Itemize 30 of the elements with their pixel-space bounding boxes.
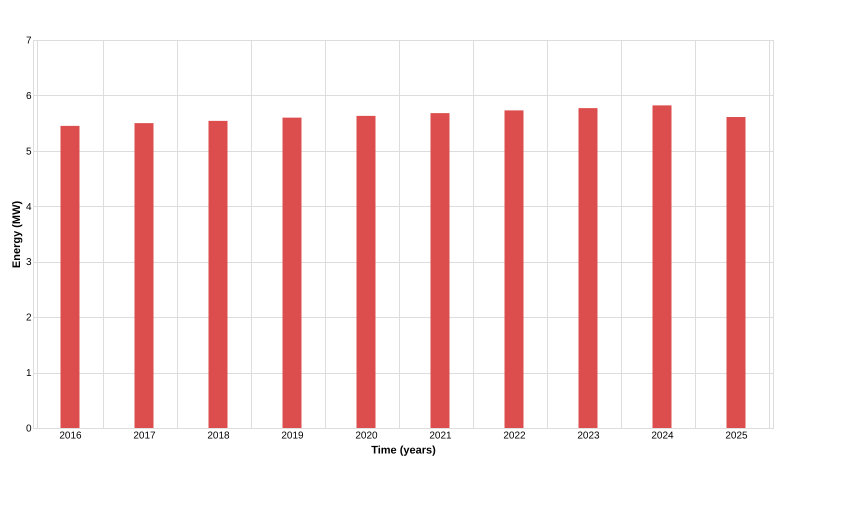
x-tick-label: 2019 xyxy=(281,430,304,442)
x-tick-label: 2017 xyxy=(133,430,156,442)
x-tick-label: 2021 xyxy=(429,430,452,442)
y-tick-label: 6 xyxy=(26,90,32,102)
x-tick-label: 2025 xyxy=(725,430,748,442)
bar xyxy=(60,126,80,428)
x-tick-label: 2023 xyxy=(577,430,600,442)
x-tick-label: 2016 xyxy=(59,430,82,442)
y-tick-label: 2 xyxy=(26,312,32,324)
bar xyxy=(726,117,746,428)
y-axis-title: Energy (MW) xyxy=(10,200,23,268)
x-tick-label: 2020 xyxy=(355,430,378,442)
x-tick-label: 2024 xyxy=(651,430,674,442)
x-tick-label: 2018 xyxy=(207,430,230,442)
x-tick-label: 2022 xyxy=(503,430,526,442)
x-axis-title: Time (years) xyxy=(371,444,436,456)
y-tick-label: 4 xyxy=(26,202,32,213)
bar xyxy=(504,110,524,428)
bar xyxy=(356,116,376,428)
bar xyxy=(134,123,154,428)
bar xyxy=(652,105,672,428)
bar xyxy=(578,108,598,428)
y-tick-label: 1 xyxy=(26,368,32,380)
y-tick-label: 5 xyxy=(26,146,32,158)
y-tick-label: 3 xyxy=(26,257,32,268)
y-tick-label: 7 xyxy=(26,36,32,46)
y-tick-label: 0 xyxy=(26,424,32,434)
bar xyxy=(282,118,302,428)
bar xyxy=(430,113,450,428)
bar xyxy=(208,120,228,428)
